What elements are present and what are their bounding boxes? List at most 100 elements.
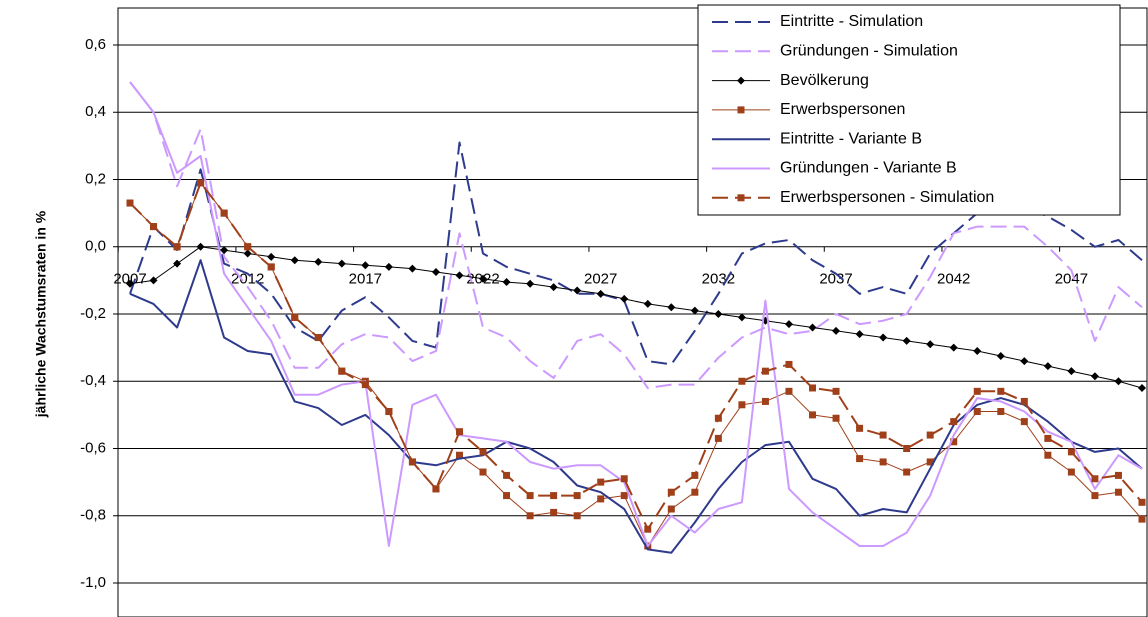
marker — [902, 336, 911, 345]
marker — [1044, 451, 1052, 459]
marker — [431, 267, 440, 276]
x-tick-label: 2017 — [349, 271, 382, 288]
marker — [173, 259, 182, 268]
marker — [314, 257, 323, 266]
marker — [1091, 492, 1099, 500]
marker — [1020, 397, 1028, 405]
marker — [573, 512, 581, 520]
legend-label: Gründungen - Variante B — [780, 160, 957, 177]
y-tick-label: -0,2 — [80, 305, 106, 322]
marker — [997, 408, 1005, 416]
marker — [903, 468, 911, 476]
series-line — [129, 141, 1143, 366]
marker — [1138, 498, 1146, 506]
marker — [244, 243, 252, 251]
marker — [1067, 448, 1075, 456]
marker — [385, 408, 393, 416]
marker — [667, 303, 676, 312]
marker — [1138, 383, 1146, 392]
marker — [573, 492, 581, 500]
y-tick-label: 0,0 — [85, 238, 106, 255]
y-tick-label: -0,8 — [80, 507, 106, 524]
marker — [455, 428, 463, 436]
marker — [667, 488, 675, 496]
marker — [550, 492, 558, 500]
marker — [1020, 357, 1029, 366]
marker — [291, 313, 299, 321]
marker — [479, 468, 487, 476]
marker — [737, 313, 746, 322]
marker — [761, 367, 769, 375]
legend-label: Bevölkerung — [780, 72, 869, 89]
marker — [667, 505, 675, 513]
marker — [761, 397, 769, 405]
marker — [384, 262, 393, 271]
marker — [1091, 475, 1099, 483]
marker — [361, 381, 369, 389]
marker — [1114, 377, 1123, 386]
marker — [855, 330, 864, 339]
marker — [149, 276, 158, 285]
marker — [832, 326, 841, 335]
marker — [879, 458, 887, 466]
marker — [690, 306, 699, 315]
marker — [785, 387, 793, 395]
marker — [503, 471, 511, 479]
series-line — [129, 246, 1143, 389]
marker — [808, 323, 817, 332]
marker — [856, 455, 864, 463]
marker — [1138, 515, 1146, 523]
marker — [220, 209, 228, 217]
x-tick-label: 2042 — [937, 271, 970, 288]
marker — [196, 242, 205, 251]
marker — [173, 243, 181, 251]
marker — [432, 485, 440, 493]
marker — [1067, 367, 1076, 376]
marker — [856, 424, 864, 432]
marker — [573, 286, 582, 295]
marker — [361, 261, 370, 270]
marker — [949, 343, 958, 352]
marker — [1114, 488, 1122, 496]
marker — [597, 478, 605, 486]
marker — [502, 278, 511, 287]
marker — [290, 256, 299, 265]
marker — [737, 106, 745, 114]
marker — [832, 414, 840, 422]
marker — [738, 401, 746, 409]
x-tick-label: 2027 — [584, 271, 617, 288]
series-line — [129, 259, 1143, 554]
x-tick-label: 2037 — [819, 271, 852, 288]
marker — [973, 408, 981, 416]
marker — [879, 333, 888, 342]
marker — [620, 294, 629, 303]
marker — [550, 508, 558, 516]
marker — [691, 471, 699, 479]
marker — [479, 448, 487, 456]
marker — [785, 360, 793, 368]
marker — [526, 279, 535, 288]
marker — [926, 458, 934, 466]
marker — [549, 283, 558, 292]
marker — [408, 458, 416, 466]
marker — [1067, 468, 1075, 476]
y-tick-label: 0,4 — [85, 103, 106, 120]
marker — [879, 431, 887, 439]
marker — [1043, 362, 1052, 371]
marker — [738, 377, 746, 385]
marker — [620, 475, 628, 483]
marker — [737, 76, 745, 85]
marker — [926, 340, 935, 349]
legend: Eintritte - Simulation Gründungen - Simul… — [697, 4, 1121, 216]
marker — [832, 387, 840, 395]
marker — [1044, 434, 1052, 442]
plot-frame — [117, 7, 1148, 617]
marker — [644, 525, 652, 533]
marker — [597, 495, 605, 503]
marker — [691, 488, 699, 496]
legend-label: Gründungen - Simulation — [780, 43, 958, 60]
marker — [973, 387, 981, 395]
marker — [1114, 471, 1122, 479]
marker — [950, 418, 958, 426]
